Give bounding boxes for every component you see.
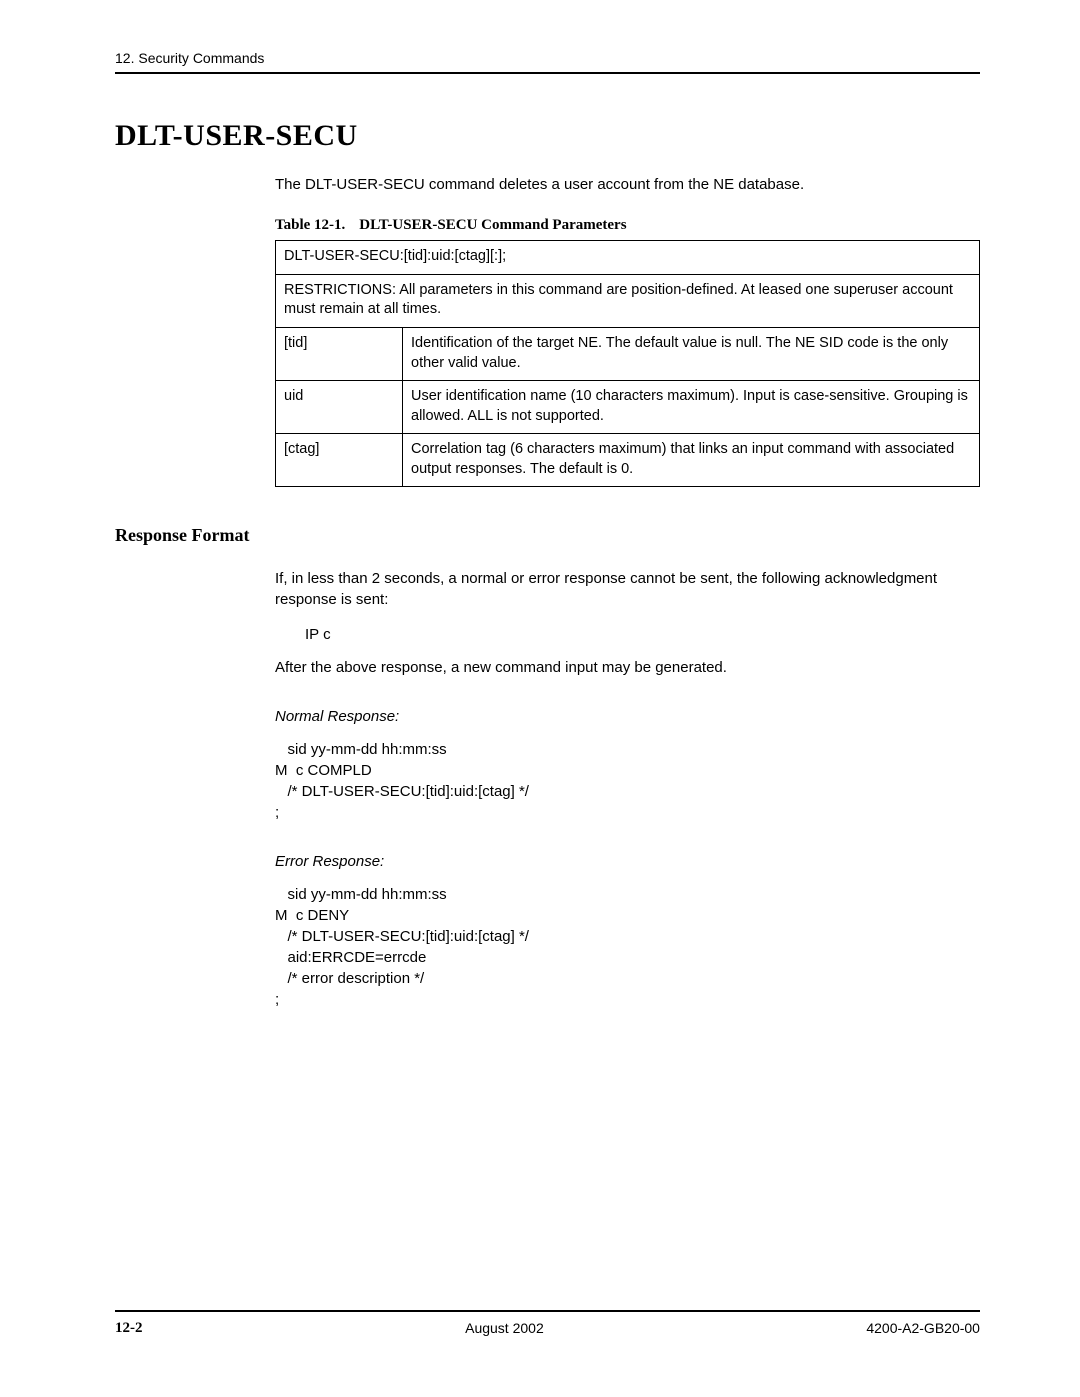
content-block: The DLT-USER-SECU command deletes a user…: [275, 175, 980, 487]
restrictions-cell: RESTRICTIONS: All parameters in this com…: [276, 274, 980, 327]
param-desc: User identification name (10 characters …: [403, 381, 980, 434]
param-name: [ctag]: [276, 434, 403, 487]
table-row-restrictions: RESTRICTIONS: All parameters in this com…: [276, 274, 980, 327]
response-format-heading: Response Format: [115, 525, 980, 546]
command-title: DLT-USER-SECU: [115, 119, 980, 153]
table-row: uid User identification name (10 charact…: [276, 381, 980, 434]
caption-title: DLT-USER-SECU Command Parameters: [359, 217, 626, 233]
after-ack-paragraph: After the above response, a new command …: [275, 657, 980, 678]
table-row: [ctag] Correlation tag (6 characters max…: [276, 434, 980, 487]
page: 12. Security Commands DLT-USER-SECU The …: [0, 0, 1080, 1397]
normal-response-code: sid yy-mm-dd hh:mm:ss M c COMPLD /* DLT-…: [275, 739, 980, 823]
page-number: 12-2: [115, 1320, 143, 1337]
page-footer: 12-2 August 2002 4200-A2-GB20-00: [115, 1310, 980, 1337]
table-row-syntax: DLT-USER-SECU:[tid]:uid:[ctag][:];: [276, 241, 980, 275]
syntax-cell: DLT-USER-SECU:[tid]:uid:[ctag][:];: [276, 241, 980, 275]
normal-response-label: Normal Response:: [275, 708, 980, 725]
table-caption: Table 12-1. DLT-USER-SECU Command Paramet…: [275, 217, 980, 234]
error-response-code: sid yy-mm-dd hh:mm:ss M c DENY /* DLT-US…: [275, 884, 980, 1010]
running-head: 12. Security Commands: [115, 50, 980, 66]
footer-docnum: 4200-A2-GB20-00: [866, 1320, 980, 1337]
table-row: [tid] Identification of the target NE. T…: [276, 327, 980, 380]
param-name: uid: [276, 381, 403, 434]
param-name: [tid]: [276, 327, 403, 380]
intro-paragraph: The DLT-USER-SECU command deletes a user…: [275, 175, 980, 195]
footer-row: 12-2 August 2002 4200-A2-GB20-00: [115, 1320, 980, 1337]
caption-prefix: Table 12-1.: [275, 217, 345, 233]
ack-code: IP c: [305, 626, 980, 643]
param-desc: Correlation tag (6 characters maximum) t…: [403, 434, 980, 487]
header-rule: [115, 72, 980, 74]
param-desc: Identification of the target NE. The def…: [403, 327, 980, 380]
error-response-label: Error Response:: [275, 853, 980, 870]
parameters-table: DLT-USER-SECU:[tid]:uid:[ctag][:]; RESTR…: [275, 240, 980, 487]
footer-rule: [115, 1310, 980, 1312]
ack-paragraph: If, in less than 2 seconds, a normal or …: [275, 568, 980, 610]
footer-date: August 2002: [465, 1320, 544, 1337]
response-block: If, in less than 2 seconds, a normal or …: [275, 568, 980, 1010]
